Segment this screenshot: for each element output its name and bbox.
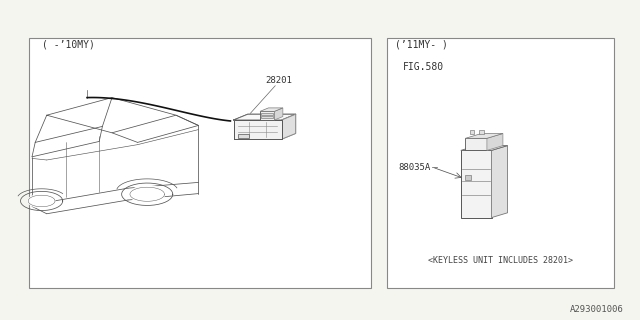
Bar (387, 38, 614, 288)
Text: ( -’10MY): ( -’10MY) (42, 40, 95, 50)
Polygon shape (492, 146, 508, 218)
Bar (29, 38, 371, 288)
Text: FIG.580: FIG.580 (403, 62, 444, 72)
Polygon shape (487, 133, 503, 150)
Bar (470, 131, 474, 134)
Bar (479, 131, 484, 134)
Polygon shape (275, 108, 283, 120)
Text: A293001006: A293001006 (570, 305, 624, 314)
Polygon shape (282, 114, 296, 139)
Bar (262, 116, 273, 118)
Polygon shape (234, 114, 296, 120)
Polygon shape (260, 108, 283, 111)
Text: (’11MY- ): (’11MY- ) (395, 40, 448, 50)
Polygon shape (465, 133, 503, 138)
Bar (465, 175, 471, 180)
Polygon shape (461, 150, 492, 218)
Polygon shape (465, 138, 487, 150)
Text: <KEYLESS UNIT INCLUDES 28201>: <KEYLESS UNIT INCLUDES 28201> (428, 256, 573, 265)
Text: 88035A: 88035A (399, 163, 431, 172)
Bar (239, 134, 249, 138)
Polygon shape (234, 120, 282, 139)
Bar (262, 113, 273, 115)
Circle shape (130, 186, 164, 203)
Polygon shape (461, 146, 508, 150)
Text: 28201: 28201 (266, 76, 292, 85)
Polygon shape (260, 111, 275, 120)
Circle shape (28, 194, 55, 208)
